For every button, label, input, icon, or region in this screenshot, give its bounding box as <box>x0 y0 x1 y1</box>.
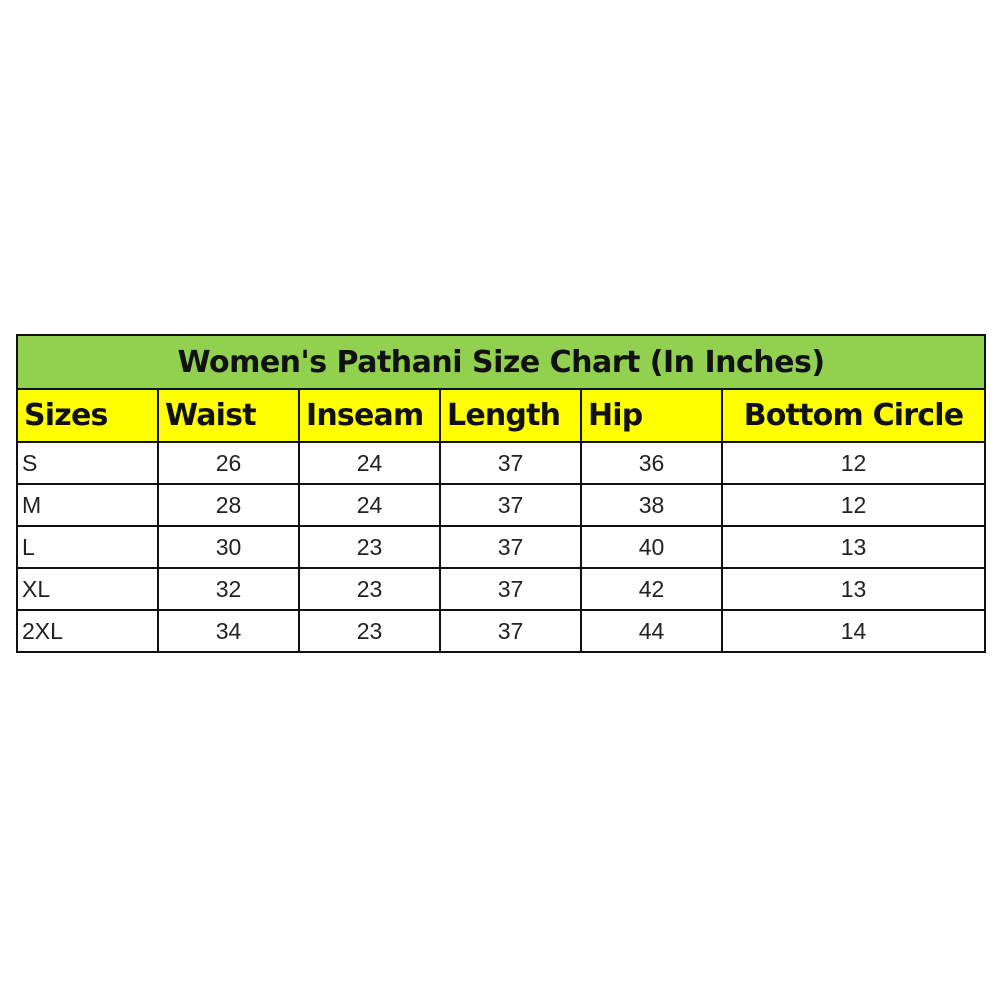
cell-hip: 42 <box>580 567 723 611</box>
cell-bottom-circle: 14 <box>721 609 986 653</box>
header-bottom-circle: Bottom Circle <box>721 388 986 443</box>
cell-waist: 28 <box>157 483 300 527</box>
header-hip: Hip <box>580 388 723 443</box>
cell-hip: 44 <box>580 609 723 653</box>
cell-waist: 26 <box>157 441 300 485</box>
cell-waist: 30 <box>157 525 300 569</box>
header-length: Length <box>439 388 582 443</box>
header-inseam: Inseam <box>298 388 441 443</box>
cell-size: XL <box>16 567 159 611</box>
cell-waist: 32 <box>157 567 300 611</box>
table-row: 2XL 34 23 37 44 14 <box>16 609 986 653</box>
cell-bottom-circle: 13 <box>721 567 986 611</box>
cell-size: L <box>16 525 159 569</box>
header-row: Sizes Waist Inseam Length Hip Bottom Cir… <box>16 388 986 443</box>
table-title: Women's Pathani Size Chart (In Inches) <box>16 334 986 390</box>
cell-bottom-circle: 13 <box>721 525 986 569</box>
cell-size: 2XL <box>16 609 159 653</box>
cell-bottom-circle: 12 <box>721 441 986 485</box>
table-row: S 26 24 37 36 12 <box>16 441 986 485</box>
cell-length: 37 <box>439 525 582 569</box>
cell-waist: 34 <box>157 609 300 653</box>
header-sizes: Sizes <box>16 388 159 443</box>
cell-inseam: 23 <box>298 525 441 569</box>
cell-size: S <box>16 441 159 485</box>
cell-length: 37 <box>439 483 582 527</box>
cell-hip: 36 <box>580 441 723 485</box>
cell-hip: 38 <box>580 483 723 527</box>
size-chart-table: Women's Pathani Size Chart (In Inches) S… <box>16 334 986 653</box>
table-row: XL 32 23 37 42 13 <box>16 567 986 611</box>
cell-length: 37 <box>439 609 582 653</box>
cell-inseam: 24 <box>298 441 441 485</box>
cell-length: 37 <box>439 567 582 611</box>
cell-hip: 40 <box>580 525 723 569</box>
cell-inseam: 23 <box>298 609 441 653</box>
cell-inseam: 23 <box>298 567 441 611</box>
cell-size: M <box>16 483 159 527</box>
cell-inseam: 24 <box>298 483 441 527</box>
table-row: L 30 23 37 40 13 <box>16 525 986 569</box>
header-waist: Waist <box>157 388 300 443</box>
cell-length: 37 <box>439 441 582 485</box>
cell-bottom-circle: 12 <box>721 483 986 527</box>
table-row: M 28 24 37 38 12 <box>16 483 986 527</box>
